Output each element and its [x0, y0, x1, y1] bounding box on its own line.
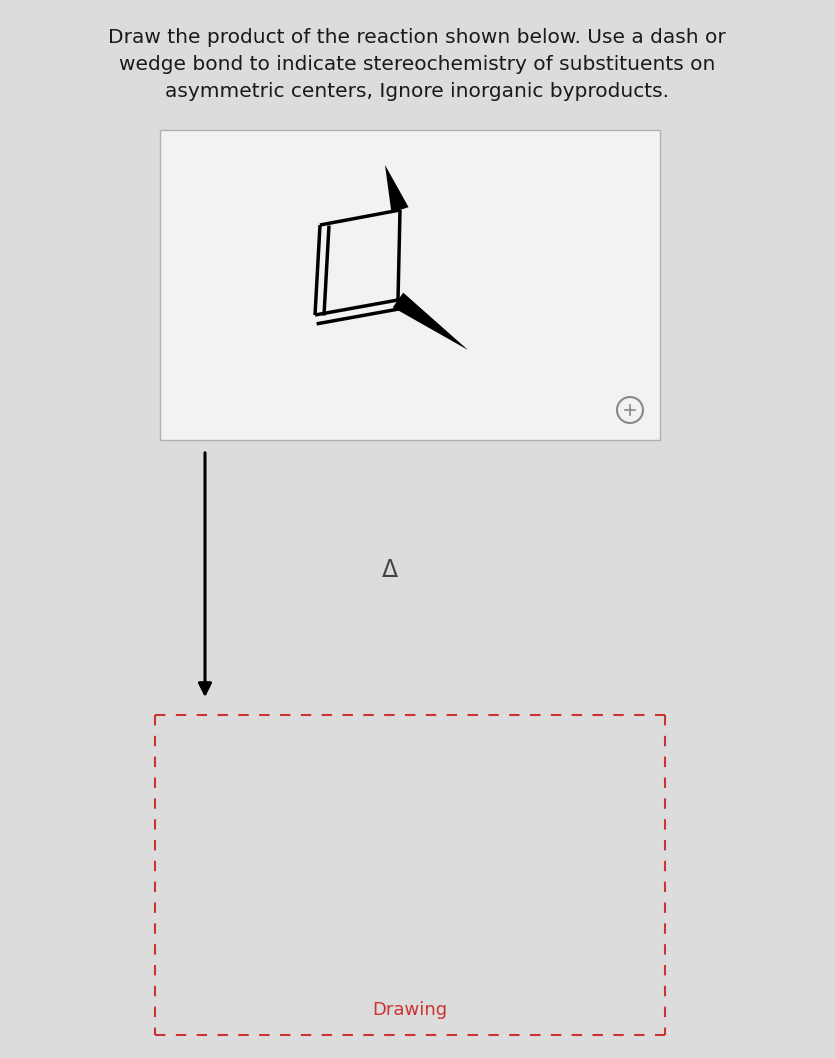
- Polygon shape: [385, 165, 408, 213]
- Text: Drawing: Drawing: [372, 1001, 448, 1019]
- Text: Δ: Δ: [382, 558, 398, 582]
- Polygon shape: [392, 293, 468, 350]
- Text: Draw the product of the reaction shown below. Use a dash or: Draw the product of the reaction shown b…: [108, 28, 726, 47]
- Text: wedge bond to indicate stereochemistry of substituents on: wedge bond to indicate stereochemistry o…: [119, 55, 716, 74]
- Text: asymmetric centers, Ignore inorganic byproducts.: asymmetric centers, Ignore inorganic byp…: [165, 83, 669, 101]
- FancyBboxPatch shape: [160, 130, 660, 440]
